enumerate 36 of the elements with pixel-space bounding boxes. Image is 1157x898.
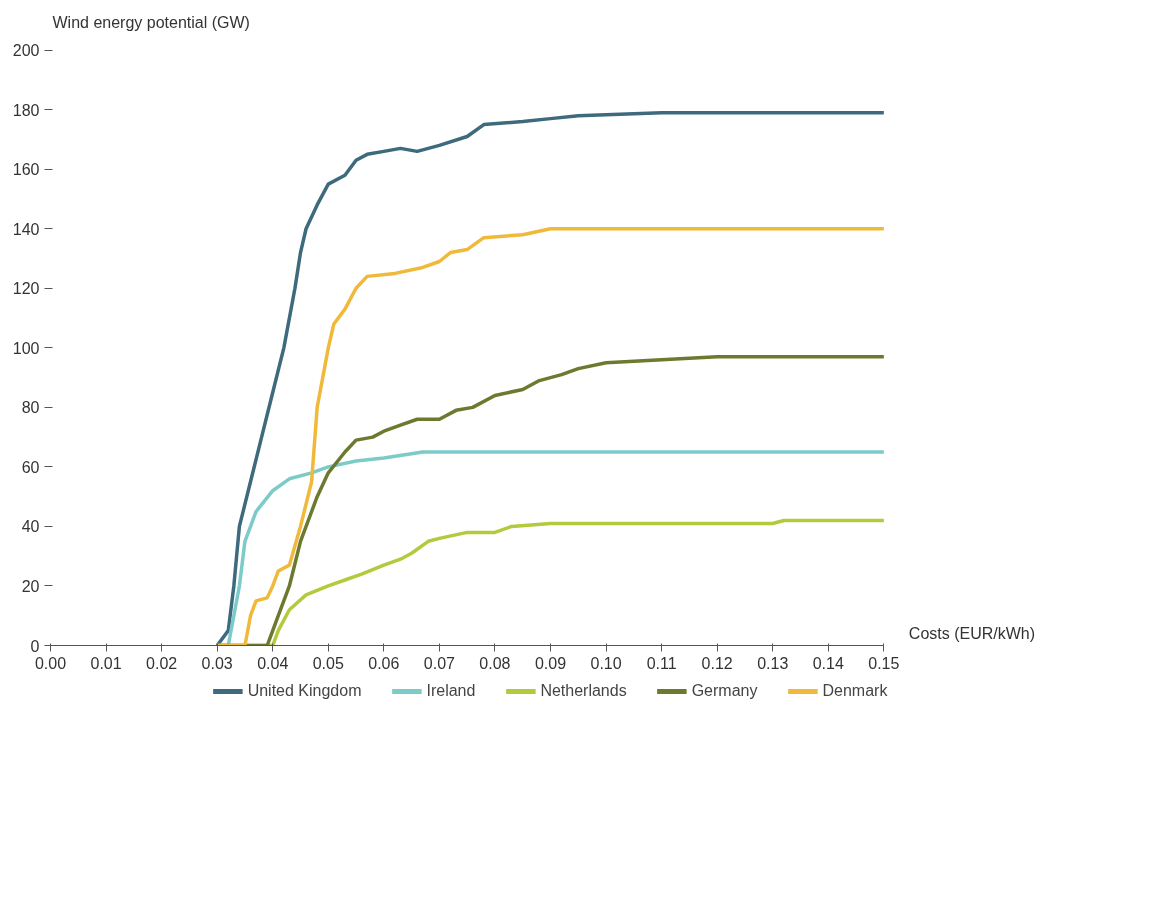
y-axis-title: Wind energy potential (GW) xyxy=(52,13,250,31)
x-tick-label: 0.00 xyxy=(34,654,67,672)
x-tick-label: 0.01 xyxy=(90,654,122,672)
x-tick-label: 0.10 xyxy=(590,654,622,672)
legend-label: Germany xyxy=(691,682,758,700)
x-tick-label: 0.12 xyxy=(701,654,733,672)
legend-label: United Kingdom xyxy=(247,682,362,700)
x-tick-label: 0.15 xyxy=(868,654,900,672)
y-tick-label: 100 xyxy=(12,339,40,357)
y-tick-label: 40 xyxy=(21,518,40,536)
x-tick-label: 0.07 xyxy=(423,654,456,672)
line-series xyxy=(215,110,886,646)
y-tick-label: 180 xyxy=(12,101,40,119)
y-tick-label: 160 xyxy=(12,161,40,179)
legend-label: Ireland xyxy=(426,682,476,700)
y-tick-label: 60 xyxy=(21,458,40,476)
y-tick-label: 200 xyxy=(12,42,40,60)
x-tick-label: 0.13 xyxy=(757,654,789,672)
legend-label: Denmark xyxy=(822,682,888,700)
x-tick-label: 0.09 xyxy=(534,654,567,672)
legend-label: Netherlands xyxy=(540,682,627,700)
y-tick-label: 20 xyxy=(21,577,40,595)
x-tick-label: 0.11 xyxy=(646,654,677,672)
x-tick-label: 0.03 xyxy=(201,654,233,672)
x-tick-label: 0.06 xyxy=(368,654,400,672)
line-series xyxy=(215,227,886,646)
x-axis-title: Costs (EUR/kWh) xyxy=(908,624,1036,642)
x-tick-label: 0.05 xyxy=(312,654,344,672)
y-tick-label: 120 xyxy=(12,280,40,298)
x-tick-label: 0.08 xyxy=(479,654,511,672)
y-tick-label: 0 xyxy=(30,637,40,655)
x-tick-label: 0.02 xyxy=(146,654,178,672)
x-tick-label: 0.04 xyxy=(257,654,289,672)
y-tick-label: 80 xyxy=(21,399,40,417)
y-tick-label: 140 xyxy=(12,220,40,238)
x-tick-label: 0.14 xyxy=(812,654,844,672)
